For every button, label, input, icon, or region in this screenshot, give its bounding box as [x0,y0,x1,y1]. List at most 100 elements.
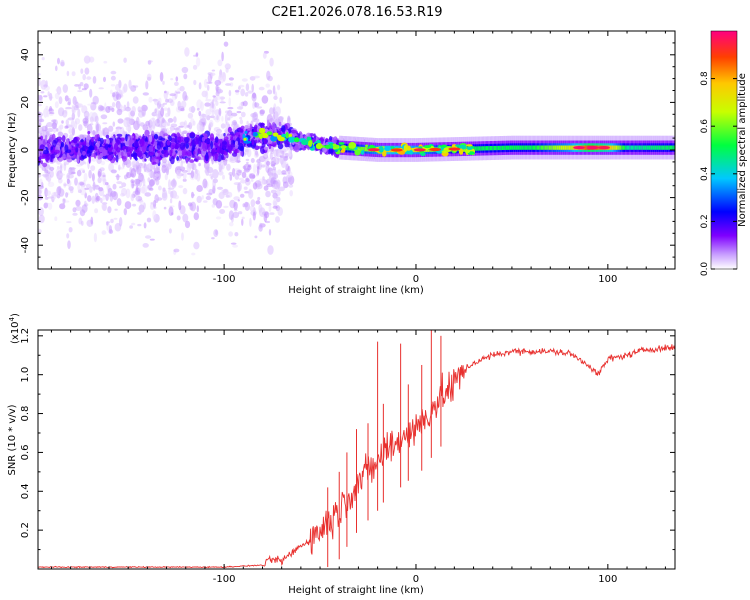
spectrogram-noise-mark [191,252,196,256]
spectrogram-band-mark [152,146,156,151]
spectrogram-noise-mark [225,83,232,86]
spectrogram-noise-mark [252,101,256,109]
spectrogram-noise-mark [68,128,73,134]
spectrogram-noise-mark [251,83,254,93]
spectrogram-noise-mark [75,206,82,211]
spectrogram-noise-mark [228,115,233,119]
spectrogram-noise-mark [225,67,229,73]
spectrogram-noise-mark [131,160,139,166]
spectrogram-band-mark [73,154,77,159]
spectrogram-noise-mark [92,76,97,84]
spectrogram-band-slice [567,145,569,150]
spectrogram-band-mark [186,151,192,157]
spectrogram-band-slice [585,145,587,150]
spectrogram-noise-mark [67,124,74,128]
spectrogram-noise-mark [239,193,245,198]
spectrogram-band-mark [204,133,208,139]
colorbar-ticks: 0.0 0.2 0.4 0.6 0.8 [700,71,737,276]
spectrogram-band-mark [111,149,116,153]
spectrogram-noise-mark [62,84,68,93]
spectrogram-peak-mark [308,140,313,148]
spectrogram-band-mark [211,148,215,157]
spectrogram-noise-mark [146,217,152,223]
spectrogram-max-mark [586,146,599,150]
spectrogram-noise-mark [248,188,252,195]
spectrogram-noise-mark [207,74,213,83]
spectrogram-band-mark [108,144,111,148]
spectrogram-noise-mark [45,190,51,196]
spectrogram-band-mark [64,144,69,153]
spectrogram-noise-mark [72,96,77,106]
spectrogram-max-mark [448,147,461,151]
spectrogram-peak-mark [443,150,447,154]
spectrogram-noise-mark [264,211,270,219]
colorbar-tick-label: 0.8 [700,71,710,86]
spectrogram-noise-mark [148,96,153,103]
spectrogram-noise-mark [153,206,157,209]
spectrogram-band-mark [234,149,238,154]
spectrogram-band-slice [668,145,670,150]
spectrogram-band-slice [474,146,477,151]
spectrogram-band-mark [214,152,218,161]
spectrogram-band-mark [205,152,209,162]
spectrogram-noise-mark [125,106,131,112]
colorbar-label: Normalized spectral amplitude [737,73,748,227]
spectrogram-band-slice [544,145,547,150]
spectrogram-noise-mark [252,211,256,221]
spectrogram-noise-mark [149,122,153,132]
spectrogram-band-slice [410,147,412,153]
spectrogram-noise-mark [231,112,238,117]
spectrogram-band-slice [555,145,557,150]
spectrogram-band-mark [43,149,49,155]
spectrogram-noise-mark [215,100,219,106]
spectrogram-noise-mark [281,150,285,156]
spectrogram-noise-mark [173,194,180,200]
spectrogram-peak-mark [340,149,345,153]
spectrogram-noise-mark [58,185,62,192]
spectrogram-noise-mark [159,103,165,108]
spectrogram-noise-mark [90,216,94,225]
spectrogram-band-slice [669,145,671,150]
spectrogram-band-slice [556,145,559,150]
spectrogram-noise-mark [277,84,281,91]
spectrogram-noise-mark [229,222,234,227]
spectrogram-noise-mark [54,92,60,100]
spectrogram-band-slice [649,145,651,150]
spectrogram-band-slice [495,145,497,151]
spectrogram-noise-mark [77,183,81,192]
spectrogram-band-slice [629,145,631,150]
spectrogram-noise-mark [246,161,249,165]
spectrogram-band-slice [362,146,364,152]
spectrogram-noise-mark [145,80,149,90]
spectrogram-noise-mark [255,153,259,157]
spectrogram-noise-mark [131,106,136,114]
spectrogram-noise-mark [61,120,64,124]
colorbar-frame [710,30,738,270]
spectrogram-noise-mark [219,209,226,214]
colorbar-tick-label: 0.4 [700,166,710,181]
spectrogram-peak-mark [244,130,248,134]
spectrogram-noise-mark [220,123,226,129]
spectrogram-noise-mark [237,199,240,202]
spectrogram-noise-mark [111,102,116,108]
spectrogram-band-slice [571,145,573,150]
spectrogram-noise-mark [72,207,77,213]
spectrogram-peak-mark [277,136,285,142]
spectrogram-band-slice [517,145,520,150]
spectrogram-noise-mark [68,169,72,175]
spectrogram-noise-mark [90,165,96,172]
spectrogram-band-mark [87,131,91,135]
spectrogram-noise-mark [193,212,199,221]
spectrogram-noise-mark [49,170,54,178]
spectrogram-noise-mark [267,167,274,177]
spectrogram-noise-mark [115,128,122,135]
spectrogram-band-slice [473,146,475,151]
spectrogram-band-mark [96,142,100,148]
spectrogram-noise-mark [38,189,42,196]
spectrogram-noise-mark [228,231,234,237]
spectrogram-band-mark [221,153,224,161]
spectrogram-noise-mark [103,60,108,64]
spectrogram-noise-mark [95,195,101,202]
spectrogram-noise-mark [241,216,245,220]
spectrogram-noise-mark [214,79,222,86]
